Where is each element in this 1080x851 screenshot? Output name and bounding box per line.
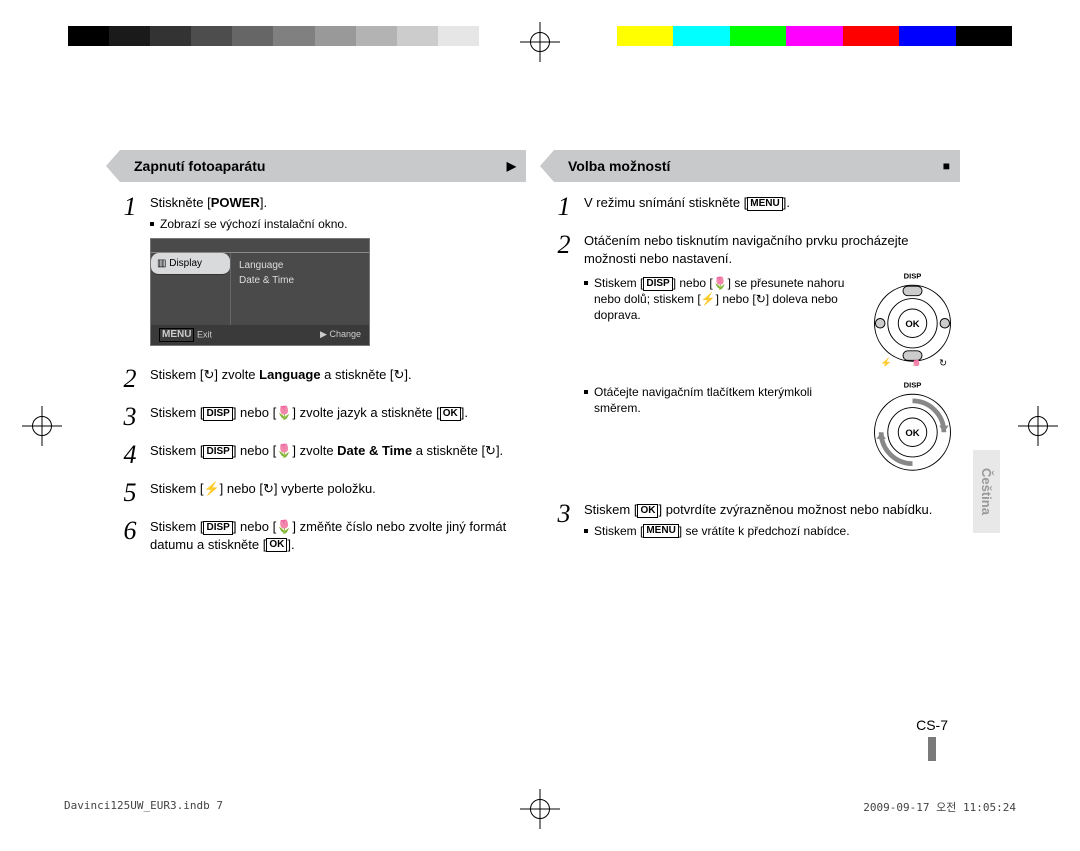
footer-timestamp: 2009-09-17 오전 11:05:24	[863, 799, 1016, 815]
nav-wheel-rotate: DISP OK	[865, 380, 960, 475]
language-side-tab: Čeština	[973, 450, 1000, 533]
left-column: Zapnutí fotoaparátu ▶ 1 Stiskněte [POWER…	[120, 150, 526, 565]
register-mark-top	[520, 22, 560, 62]
register-mark-right	[1018, 406, 1058, 446]
heading-right-text: Volba možností	[568, 158, 670, 174]
footer-file: Davinci125UW_EUR3.indb 7	[64, 799, 223, 815]
lcd-menu-datetime: Date & Time	[239, 274, 361, 288]
heading-right: Volba možností ■	[554, 150, 960, 182]
heading-left-glyph: ▶	[507, 159, 516, 173]
lcd-sidebar-selected: ▥ Display	[151, 253, 230, 276]
rstep3-text: Stiskem [OK] potvrdíte zvýrazněnou možno…	[584, 501, 960, 539]
register-mark-left	[22, 406, 62, 446]
heading-left: Zapnutí fotoaparátu ▶	[120, 150, 526, 182]
svg-text:🌷: 🌷	[911, 359, 923, 366]
step1-sub: Zobrazí se výchozí instalační okno.	[160, 216, 347, 232]
svg-text:OK: OK	[905, 428, 919, 439]
lcd-exit: MENU Exit	[159, 328, 212, 342]
rstep2-sub2: Otáčejte navigačním tlačítkem kterýmkoli…	[594, 384, 855, 475]
step4-text: Stiskem [DISP] nebo [🌷] zvolte Date & Ti…	[150, 442, 526, 460]
lcd-menu-language: Language	[239, 259, 361, 273]
rstep2-text: Otáčením nebo tisknutím navigačního prvk…	[584, 232, 960, 489]
rstep3-sub: Stiskem [MENU] se vrátíte k předchozí na…	[594, 523, 850, 539]
nav-wheel-press: DISP OK ⚡ ↻	[865, 271, 960, 366]
lcd-change: ▶ Change	[320, 328, 361, 342]
lcd-display-icon: ▥	[157, 258, 166, 269]
rstep1-text: V režimu snímání stiskněte [MENU].	[584, 194, 960, 212]
step3-text: Stiskem [DISP] nebo [🌷] zvolte jazyk a s…	[150, 404, 526, 422]
step2-text: Stiskem [↻] zvolte Language a stiskněte …	[150, 366, 526, 384]
rstep2-sub1: Stiskem [DISP] nebo [🌷] se přesunete nah…	[594, 275, 855, 366]
right-column: Volba možností ■ 1 V režimu snímání stis…	[554, 150, 960, 565]
register-colorbar-right	[560, 26, 1012, 46]
page-number: CS-7	[916, 717, 948, 761]
svg-text:OK: OK	[905, 319, 919, 330]
step-number: 1	[120, 194, 140, 220]
svg-text:DISP: DISP	[904, 272, 922, 281]
step5-text: Stiskem [⚡] nebo [↻] vyberte položku.	[150, 480, 526, 498]
svg-text:↻: ↻	[939, 358, 947, 366]
step6-text: Stiskem [DISP] nebo [🌷] změňte číslo neb…	[150, 518, 526, 553]
print-footer: Davinci125UW_EUR3.indb 7 2009-09-17 오전 1…	[64, 799, 1016, 815]
lcd-mock: ▥ Display Language Date & Time	[150, 238, 370, 347]
svg-text:⚡: ⚡	[880, 357, 892, 366]
heading-right-glyph: ■	[943, 159, 950, 173]
svg-text:DISP: DISP	[904, 381, 922, 390]
register-colorbar-left	[68, 26, 520, 46]
step1-text: Stiskněte [POWER]. Zobrazí se výchozí in…	[150, 194, 526, 354]
heading-left-text: Zapnutí fotoaparátu	[134, 158, 265, 174]
